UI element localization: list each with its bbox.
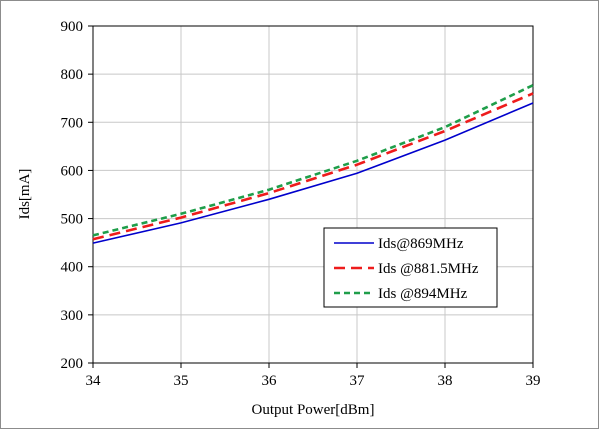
gridlines (93, 26, 533, 363)
y-tick-label: 200 (61, 356, 84, 372)
y-tick-label: 700 (61, 115, 84, 131)
series-line-3 (92, 84, 534, 237)
x-tick-label: 36 (262, 373, 278, 389)
y-tick-label: 900 (61, 19, 84, 35)
x-tick-label: 34 (86, 373, 102, 389)
x-tick-label: 37 (350, 373, 366, 389)
x-tick-label: 35 (174, 373, 189, 389)
y-tick-label: 500 (61, 212, 84, 228)
y-tick-label: 300 (61, 308, 84, 324)
y-axis-label: Ids[mA] (17, 169, 33, 220)
axis-ticks: 200 300 400 500 600 700 800 900 34 35 36 37 38 39 (61, 19, 541, 389)
legend-label-2: Ids @881.5MHz (378, 261, 479, 277)
y-tick-label: 600 (61, 163, 84, 179)
legend: Ids@869MHz Ids @881.5MHz Ids @894MHz (323, 227, 498, 308)
legend-label-3: Ids @894MHz (378, 286, 468, 302)
series-line-1 (92, 102, 534, 244)
series-lines (92, 84, 534, 244)
plot-area (92, 25, 534, 364)
legend-label-1: Ids@869MHz (378, 236, 464, 252)
x-axis-label: Output Power[dBm] (252, 402, 375, 418)
x-tick-label: 38 (438, 373, 453, 389)
x-tick-label: 39 (526, 373, 541, 389)
y-tick-label: 400 (61, 260, 84, 276)
y-tick-label: 800 (61, 67, 84, 83)
series-line-2 (92, 92, 534, 241)
